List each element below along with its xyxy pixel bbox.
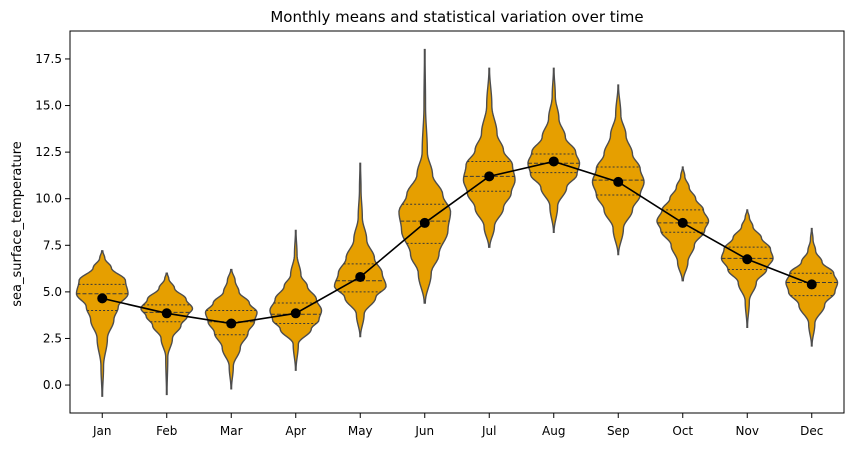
y-tick-label: 12.5 — [35, 145, 62, 159]
mean-marker — [97, 293, 108, 304]
x-tick-label: Oct — [672, 424, 693, 438]
mean-marker — [290, 308, 301, 319]
plot-frame — [69, 30, 845, 414]
mean-marker — [419, 217, 430, 228]
violin-apr — [269, 229, 323, 371]
y-tick-label: 15.0 — [35, 99, 62, 113]
mean-marker — [161, 308, 172, 319]
y-tick-label: 17.5 — [35, 52, 62, 66]
mean-marker — [677, 217, 688, 228]
y-tick-label: 7.5 — [43, 238, 62, 252]
y-tick-label: 0.0 — [43, 378, 62, 392]
violin-nov — [720, 209, 774, 328]
x-tick-label: Dec — [800, 424, 823, 438]
x-tick-label: May — [348, 424, 373, 438]
x-tick-label: Jun — [414, 424, 434, 438]
violins-group — [75, 48, 839, 397]
violin-aug — [527, 67, 581, 233]
violin-may — [333, 162, 387, 338]
violin-feb — [140, 272, 194, 396]
y-axis: 0.0 2.5 5.0 7.5 10.0 12.5 15.0 17.5 — [35, 52, 70, 392]
mean-line — [102, 160, 813, 325]
x-tick-label: Jul — [481, 424, 496, 438]
x-tick-label: Aug — [542, 424, 565, 438]
x-tick-label: Apr — [285, 424, 306, 438]
mean-marker — [613, 176, 624, 187]
x-tick-label: Sep — [607, 424, 630, 438]
mean-marker — [742, 254, 753, 265]
x-tick-label: Mar — [220, 424, 243, 438]
violin-mar — [204, 268, 258, 390]
mean-marker — [226, 318, 237, 329]
chart-title: Monthly means and statistical variation … — [270, 8, 643, 26]
mean-marker — [548, 156, 559, 167]
violin-jan — [75, 250, 129, 397]
y-axis-label: sea_surface_temperature — [10, 141, 25, 307]
y-tick-label: 10.0 — [35, 192, 62, 206]
violin-jun — [398, 48, 452, 304]
mean-marker — [484, 171, 495, 182]
mean-marker — [355, 271, 366, 282]
x-tick-label: Feb — [156, 424, 177, 438]
violin-jul — [462, 67, 516, 248]
x-tick-label: Jan — [92, 424, 112, 438]
y-tick-label: 5.0 — [43, 285, 62, 299]
x-tick-label: Nov — [736, 424, 759, 438]
x-axis: Jan Feb Mar Apr May Jun Jul Aug Sep Oct Nov Dec — [92, 413, 823, 438]
y-tick-label: 2.5 — [43, 331, 62, 345]
mean-marker — [806, 279, 817, 290]
violin-sep — [591, 84, 645, 256]
mean-line-group — [97, 156, 817, 329]
